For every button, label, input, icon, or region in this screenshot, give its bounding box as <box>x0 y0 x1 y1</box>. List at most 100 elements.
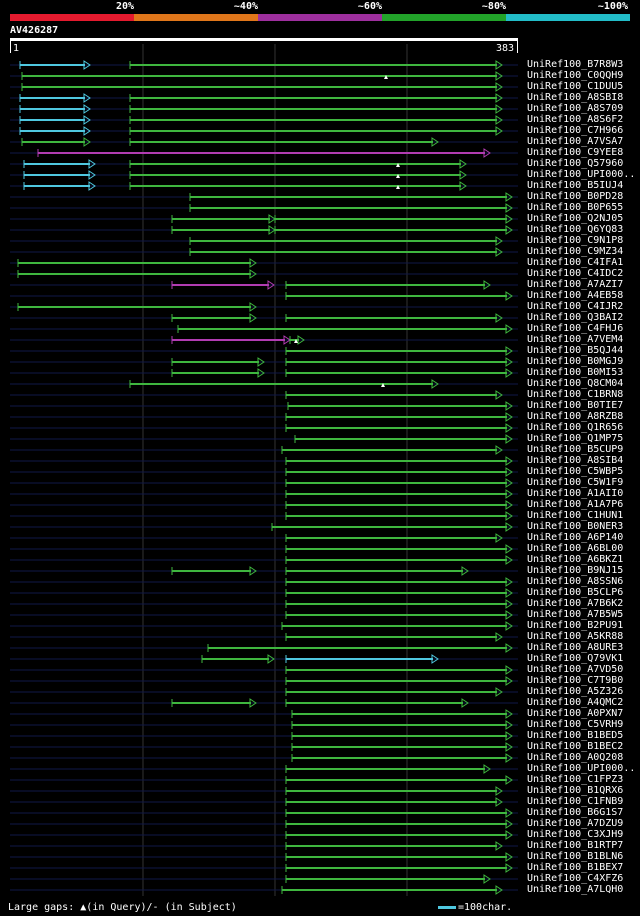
hit-label[interactable]: UniRef100_B1BED5 <box>527 730 624 741</box>
hit-label[interactable]: UniRef100_A8S709 <box>527 103 624 114</box>
hit-segment-arrow <box>495 533 503 543</box>
hit-segment-arrow <box>495 115 503 125</box>
hit-label[interactable]: UniRef100_C1BRN8 <box>527 389 624 400</box>
hit-label[interactable]: UniRef100_B0MI53 <box>527 367 624 378</box>
hit-label[interactable]: UniRef100_A5KR88 <box>527 631 624 642</box>
query-gap-marker <box>381 383 385 387</box>
hit-segment-arrow <box>505 225 513 235</box>
hit-label[interactable]: UniRef100_C3XJH9 <box>527 829 624 840</box>
hit-label[interactable]: UniRef100_B1BEC2 <box>527 741 624 752</box>
hit-label[interactable]: UniRef100_C9MZ34 <box>527 246 624 257</box>
hit-label[interactable]: UniRef100_A8S6F2 <box>527 114 624 125</box>
hit-label[interactable]: UniRef100_Q57960 <box>527 158 624 169</box>
hit-segment-arrow <box>431 379 439 389</box>
hit-label[interactable]: UniRef100_C5WBP5 <box>527 466 624 477</box>
gap-legend-prefix: Large gaps: <box>8 902 75 913</box>
hit-label[interactable]: UniRef100_B1QRX6 <box>527 785 624 796</box>
hit-label[interactable]: UniRef100_Q79VK1 <box>527 653 624 664</box>
hit-label[interactable]: UniRef100_A0PXN7 <box>527 708 624 719</box>
hit-label[interactable]: UniRef100_B1BEX7 <box>527 862 624 873</box>
hit-label[interactable]: UniRef100_A8SBI8 <box>527 92 624 103</box>
hit-label[interactable]: UniRef100_Q2NJ05 <box>527 213 624 224</box>
hit-label[interactable]: UniRef100_A6BKZ1 <box>527 554 624 565</box>
hit-label[interactable]: UniRef100_B5IUJ4 <box>527 180 624 191</box>
hit-label[interactable]: UniRef100_A6P140 <box>527 532 624 543</box>
hit-label[interactable]: UniRef100_C1DUU5 <box>527 81 624 92</box>
hit-label[interactable]: UniRef100_C7T9B0 <box>527 675 624 686</box>
gap-legend-query: (in Query)/ <box>86 902 153 913</box>
hit-segment-arrow <box>495 885 503 895</box>
hit-segment-arrow <box>459 170 467 180</box>
query-start-tick <box>10 41 11 53</box>
hit-label[interactable]: UniRef100_B5QJ44 <box>527 345 624 356</box>
hit-label[interactable]: UniRef100_C4FHJ6 <box>527 323 624 334</box>
hit-label[interactable]: UniRef100_B1RTP7 <box>527 840 624 851</box>
hit-label[interactable]: UniRef100_Q1R656 <box>527 422 624 433</box>
hit-label[interactable]: UniRef100_A4QMC2 <box>527 697 624 708</box>
hit-label[interactable]: UniRef100_C5VRH9 <box>527 719 624 730</box>
hit-label[interactable]: UniRef100_Q6YQ83 <box>527 224 624 235</box>
hit-segment-arrow <box>505 203 513 213</box>
hit-label[interactable]: UniRef100_A7LQH0 <box>527 884 624 895</box>
hit-label[interactable]: UniRef100_B5CLP6 <box>527 587 624 598</box>
hit-label[interactable]: UniRef100_A8SSN6 <box>527 576 624 587</box>
hit-segment-arrow <box>505 544 513 554</box>
hit-segment-arrow <box>505 401 513 411</box>
hit-label[interactable]: UniRef100_B0NER3 <box>527 521 624 532</box>
hit-label[interactable]: UniRef100_A4EB58 <box>527 290 624 301</box>
hit-segment-arrow <box>249 302 257 312</box>
hit-label[interactable]: UniRef100_C1FNB9 <box>527 796 624 807</box>
hit-label[interactable]: UniRef100_A7DZU9 <box>527 818 624 829</box>
hit-label[interactable]: UniRef100_A8URE3 <box>527 642 624 653</box>
hit-label[interactable]: UniRef100_C4IJR2 <box>527 301 624 312</box>
hit-label[interactable]: UniRef100_A5Z326 <box>527 686 624 697</box>
hit-label[interactable]: UniRef100_Q8CM04 <box>527 378 624 389</box>
hit-label[interactable]: UniRef100_C4IDC2 <box>527 268 624 279</box>
hit-label[interactable]: UniRef100_A6BL00 <box>527 543 624 554</box>
hit-label[interactable]: UniRef100_B6G1S7 <box>527 807 624 818</box>
hit-label[interactable]: UniRef100_A8SIB4 <box>527 455 624 466</box>
hit-label[interactable]: UniRef100_C4IFA1 <box>527 257 624 268</box>
hit-label[interactable]: UniRef100_Q1MP75 <box>527 433 624 444</box>
hit-label[interactable]: UniRef100_A7B5W5 <box>527 609 624 620</box>
hit-label[interactable]: UniRef100_A1AII0 <box>527 488 624 499</box>
hit-label[interactable]: UniRef100_B1BLN6 <box>527 851 624 862</box>
hit-label[interactable]: UniRef100_A7B6K2 <box>527 598 624 609</box>
hit-label[interactable]: UniRef100_C1HUN1 <box>527 510 624 521</box>
hit-label[interactable]: UniRef100_A7VD50 <box>527 664 624 675</box>
hit-segment-arrow <box>461 566 469 576</box>
hit-segment-arrow <box>505 709 513 719</box>
hit-label[interactable]: UniRef100_A0Q208 <box>527 752 624 763</box>
hit-label[interactable]: UniRef100_B2PU91 <box>527 620 624 631</box>
hit-label[interactable]: UniRef100_UPI000.. <box>527 169 636 180</box>
hit-segment-arrow <box>459 159 467 169</box>
hit-label[interactable]: UniRef100_C7H966 <box>527 125 624 136</box>
hit-segment-arrow <box>505 720 513 730</box>
hit-label[interactable]: UniRef100_A1A7P6 <box>527 499 624 510</box>
hit-label[interactable]: UniRef100_B0TIE7 <box>527 400 624 411</box>
hit-label[interactable]: UniRef100_A8RZB8 <box>527 411 624 422</box>
hit-label[interactable]: UniRef100_C9N1P8 <box>527 235 624 246</box>
hit-segment-arrow <box>459 181 467 191</box>
hit-label[interactable]: UniRef100_Q3BAI2 <box>527 312 624 323</box>
hit-label[interactable]: UniRef100_A7AZI7 <box>527 279 624 290</box>
hit-label[interactable]: UniRef100_B5CUP9 <box>527 444 624 455</box>
hit-label[interactable]: UniRef100_A7VEM4 <box>527 334 624 345</box>
hit-label[interactable]: UniRef100_C5W1F9 <box>527 477 624 488</box>
hit-label[interactable]: UniRef100_UPI000.. <box>527 763 636 774</box>
hit-label[interactable]: UniRef100_B9NJ15 <box>527 565 624 576</box>
hit-label[interactable]: UniRef100_C9YEE8 <box>527 147 624 158</box>
hit-label[interactable]: UniRef100_B0P655 <box>527 202 624 213</box>
hit-label[interactable]: UniRef100_B7R8W3 <box>527 59 624 70</box>
hit-label[interactable]: UniRef100_C4XFZ6 <box>527 873 624 884</box>
query-gap-marker <box>384 75 388 79</box>
hit-label[interactable]: UniRef100_B0MGJ9 <box>527 356 624 367</box>
hit-label[interactable]: UniRef100_A7VSA7 <box>527 136 624 147</box>
hit-label[interactable]: UniRef100_C0QQH9 <box>527 70 624 81</box>
query-bar <box>10 38 518 41</box>
hit-segment-arrow <box>505 346 513 356</box>
hit-segment-arrow <box>283 335 291 345</box>
hit-label[interactable]: UniRef100_B0PD28 <box>527 191 624 202</box>
hit-label[interactable]: UniRef100_C1FPZ3 <box>527 774 624 785</box>
